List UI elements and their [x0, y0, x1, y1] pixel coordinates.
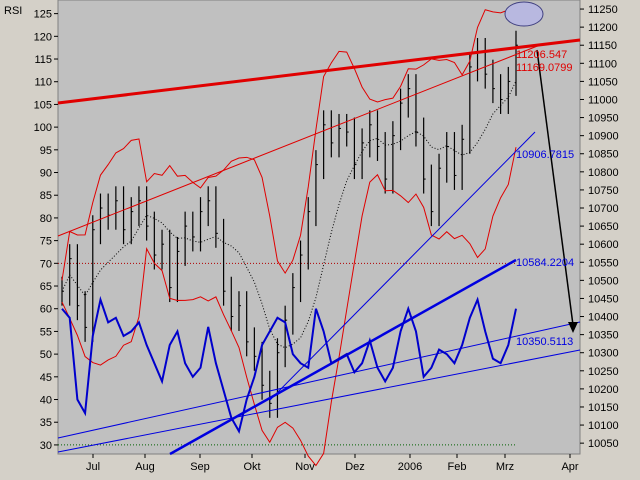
right-tick-label: 10300 [588, 348, 619, 360]
ellipse-marker [504, 1, 544, 27]
right-tick-label: 10600 [588, 239, 619, 251]
red-trendline-thick [57, 38, 581, 105]
right-tick-label: 10200 [588, 384, 619, 396]
right-tick-label: 11050 [588, 76, 618, 88]
price-annotation: 10906.7815 [516, 149, 574, 161]
left-tick-label: 65 [40, 281, 52, 293]
blue-trendline-lower-1 [57, 321, 581, 439]
left-tick-label: 40 [40, 395, 52, 407]
right-tick-label: 10900 [588, 131, 619, 143]
plot-area [57, 0, 581, 455]
left-tick-label: 55 [40, 326, 52, 338]
price-annotation: 10584.2204 [516, 257, 574, 269]
projection-arrow-line [536, 49, 574, 326]
x-tick-label: Jul [86, 461, 100, 473]
rsi-line [61, 295, 517, 434]
blue-trendline-upper [269, 131, 536, 401]
right-tick-label: 10750 [588, 185, 619, 197]
price-annotation: 11206.547 [516, 49, 567, 61]
left-tick-label: 50 [40, 349, 52, 361]
x-tick-label: Okt [243, 461, 260, 473]
x-tick-label: Aug [135, 461, 155, 473]
x-tick-label: Apr [561, 461, 578, 473]
right-tick-label: 10050 [588, 438, 619, 450]
red-trendline-thin [57, 44, 541, 237]
left-tick-label: 95 [40, 145, 52, 157]
left-tick-label: 125 [34, 9, 52, 21]
left-tick-label: 60 [40, 304, 52, 316]
bollinger-lower-band [61, 147, 517, 467]
right-tick-label: 11150 [588, 40, 617, 52]
left-tick-label: 110 [34, 77, 52, 89]
left-tick-label: 35 [40, 417, 52, 429]
right-tick-label: 11200 [588, 22, 618, 34]
left-tick-label: 90 [40, 168, 52, 180]
x-tick-label: Mrz [496, 461, 514, 473]
x-tick-label: 2006 [398, 461, 422, 473]
right-tick-label: 10550 [588, 257, 619, 269]
blue-trendline-lower-2 [57, 349, 581, 453]
x-tick-label: Dez [345, 461, 365, 473]
left-tick-label: 100 [34, 122, 52, 134]
right-tick-label: 11250 [588, 4, 618, 16]
left-tick-label: 85 [40, 190, 52, 202]
right-tick-label: 11100 [588, 58, 617, 70]
right-tick-label: 10100 [588, 420, 619, 432]
left-tick-label: 105 [34, 99, 52, 111]
left-tick-label: 30 [40, 440, 52, 452]
left-tick-label: 120 [34, 31, 52, 43]
right-tick-label: 10450 [588, 293, 619, 305]
x-tick-label: Sep [190, 461, 210, 473]
moving-average-line [61, 80, 517, 349]
right-tick-label: 10500 [588, 275, 619, 287]
right-tick-label: 10700 [588, 203, 619, 215]
right-tick-label: 10950 [588, 113, 619, 125]
left-tick-label: 70 [40, 258, 52, 270]
bollinger-upper-band [61, 9, 517, 281]
right-tick-label: 11000 [588, 94, 618, 106]
projection-arrow-head [568, 322, 578, 333]
right-tick-label: 10350 [588, 330, 619, 342]
x-tick-label: Nov [295, 461, 315, 473]
right-tick-label: 10850 [588, 149, 619, 161]
x-tick-label: Feb [448, 461, 467, 473]
left-tick-label: 75 [40, 236, 52, 248]
right-tick-label: 10250 [588, 366, 619, 378]
left-tick-label: 80 [40, 213, 52, 225]
right-tick-label: 10800 [588, 167, 619, 179]
price-annotation: 10350.5113 [516, 336, 573, 348]
left-tick-label: 45 [40, 372, 52, 384]
price-annotation: 11169.0799 [516, 62, 572, 74]
right-tick-label: 10650 [588, 221, 619, 233]
right-tick-label: 10400 [588, 312, 619, 324]
right-tick-label: 10150 [588, 402, 619, 414]
left-tick-label: 115 [34, 54, 52, 66]
panel-label: RSI [4, 5, 22, 17]
